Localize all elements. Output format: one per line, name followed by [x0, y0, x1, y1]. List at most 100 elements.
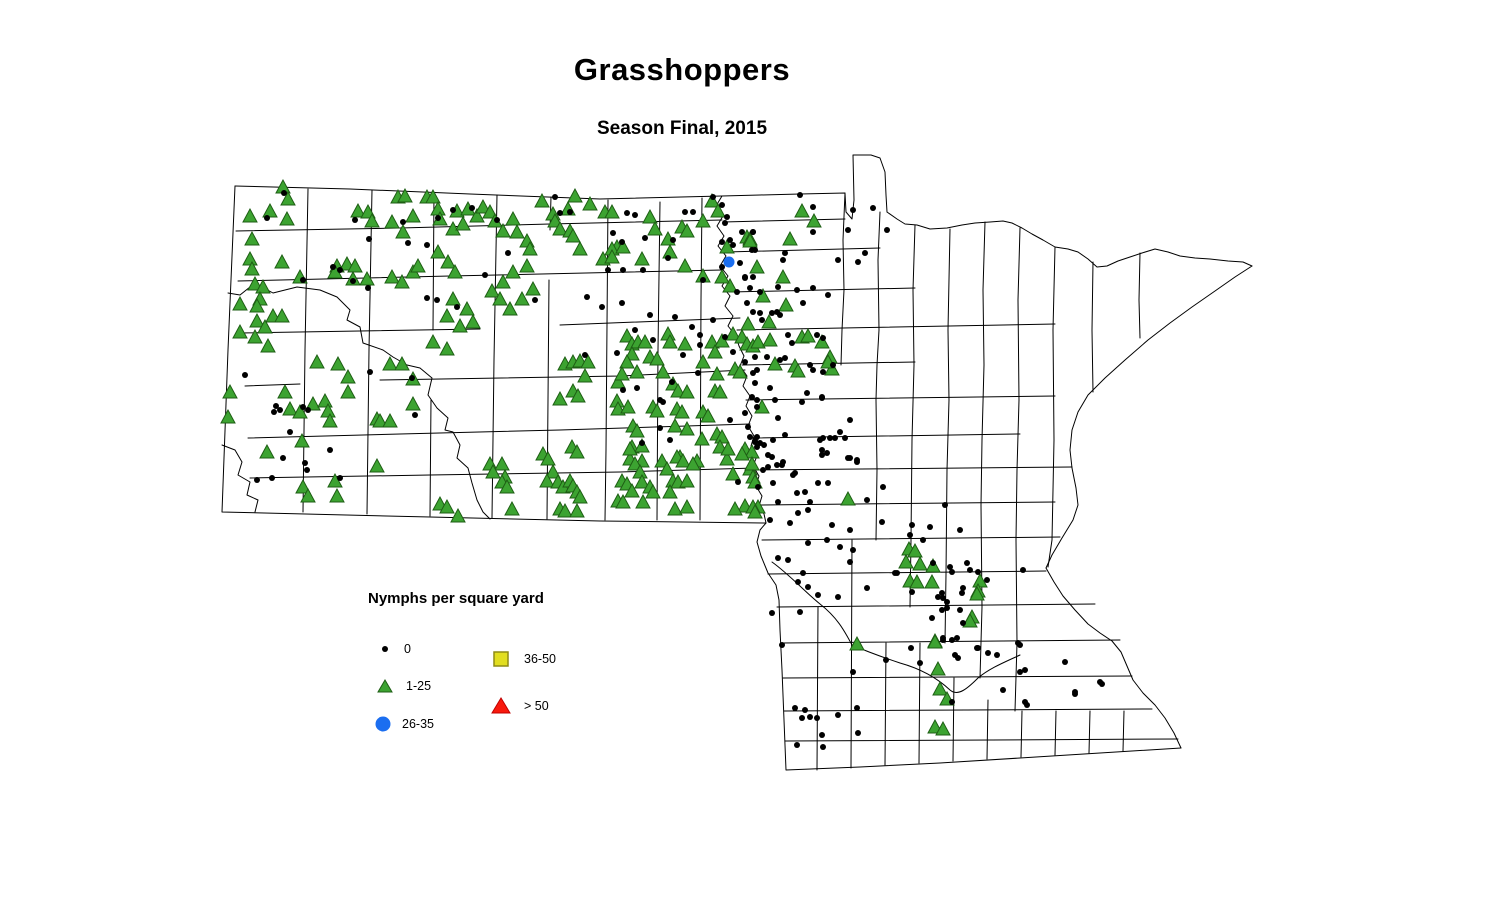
marker-dot — [697, 342, 703, 348]
marker-triangle — [340, 383, 356, 399]
marker-dot — [727, 417, 733, 423]
marker-dot — [935, 594, 941, 600]
marker-triangle — [704, 333, 720, 349]
marker-triangle — [382, 412, 398, 428]
marker-triangle — [569, 502, 585, 518]
marker-triangle — [622, 440, 638, 456]
marker-dot — [787, 520, 793, 526]
marker-dot — [825, 480, 831, 486]
marker-dot — [949, 569, 955, 575]
marker-dot — [955, 655, 961, 661]
marker-dot — [930, 560, 936, 566]
marker-dot — [847, 559, 853, 565]
marker-triangle — [624, 482, 640, 498]
marker-triangle — [425, 188, 441, 204]
marker-triangle — [635, 493, 651, 509]
marker-triangle — [912, 555, 928, 571]
legend-item-0: 0 — [380, 642, 411, 656]
legend-label: > 50 — [524, 698, 549, 713]
marker-dot — [947, 564, 953, 570]
marker-dot — [697, 332, 703, 338]
marker-dot — [552, 194, 558, 200]
marker-triangle — [645, 483, 661, 499]
marker-dot — [682, 209, 688, 215]
marker-dot — [744, 300, 750, 306]
marker-dot — [842, 435, 848, 441]
marker-triangle — [430, 243, 446, 259]
yellow-square-icon — [493, 651, 509, 667]
marker-dot — [505, 250, 511, 256]
marker-triangle — [455, 215, 471, 231]
marker-dot — [424, 295, 430, 301]
marker-circle — [723, 256, 735, 268]
marker-dot — [719, 202, 725, 208]
marker-dot — [435, 215, 441, 221]
marker-triangle — [247, 328, 263, 344]
marker-triangle — [485, 463, 501, 479]
marker-triangle — [909, 573, 925, 589]
marker-dot — [454, 304, 460, 310]
marker-triangle — [364, 212, 380, 228]
marker-triangle — [704, 192, 720, 208]
marker-dot — [792, 705, 798, 711]
marker-dot — [967, 567, 973, 573]
marker-dot — [815, 480, 821, 486]
marker-dot — [405, 240, 411, 246]
marker-dot — [1017, 642, 1023, 648]
marker-triangle — [249, 312, 265, 328]
legend-item-1-25: 1-25 — [376, 678, 431, 694]
marker-dot — [710, 317, 716, 323]
marker-dot — [807, 362, 813, 368]
marker-dot — [264, 215, 270, 221]
marker-dot — [271, 409, 277, 415]
marker-dot — [940, 637, 946, 643]
marker-dot — [927, 524, 933, 530]
marker-triangle — [634, 473, 650, 489]
marker-triangle — [907, 542, 923, 558]
blue-circle-icon — [375, 716, 391, 732]
marker-dot — [669, 379, 675, 385]
marker-triangle — [761, 313, 777, 329]
marker-dot — [273, 403, 279, 409]
marker-triangle — [249, 297, 265, 313]
marker-triangle — [220, 408, 236, 424]
marker-dot — [632, 212, 638, 218]
marker-dot — [304, 467, 310, 473]
marker-dot — [884, 227, 890, 233]
marker-dot — [469, 205, 475, 211]
marker-dot — [820, 744, 826, 750]
marker-dot — [870, 205, 876, 211]
marker-dot — [764, 354, 770, 360]
marker-dot — [757, 310, 763, 316]
marker-triangle — [244, 260, 260, 276]
marker-dot — [759, 317, 765, 323]
marker-triangle — [459, 300, 475, 316]
marker-triangle — [572, 240, 588, 256]
marker-triangle — [382, 355, 398, 371]
marker-triangle — [927, 633, 943, 649]
marker-triangle — [659, 460, 675, 476]
marker-dot — [939, 590, 945, 596]
marker-dot — [802, 489, 808, 495]
marker-triangle — [277, 383, 293, 399]
marker-dot — [1017, 669, 1023, 675]
marker-triangle — [260, 337, 276, 353]
marker-dot — [794, 490, 800, 496]
marker-dot — [367, 369, 373, 375]
marker-dot — [747, 285, 753, 291]
marker-triangle — [525, 280, 541, 296]
legend-label: 1-25 — [406, 679, 432, 693]
marker-triangle — [499, 478, 515, 494]
marker-dot — [814, 715, 820, 721]
marker-triangle — [674, 403, 690, 419]
marker-triangle — [259, 443, 275, 459]
marker-triangle — [340, 368, 356, 384]
marker-triangle — [395, 223, 411, 239]
marker-dot — [782, 250, 788, 256]
marker-dot — [287, 429, 293, 435]
marker-triangle — [522, 240, 538, 256]
marker-dot — [802, 707, 808, 713]
marker-dot — [825, 292, 831, 298]
marker-triangle — [504, 500, 520, 516]
marker-triangle — [667, 417, 683, 433]
